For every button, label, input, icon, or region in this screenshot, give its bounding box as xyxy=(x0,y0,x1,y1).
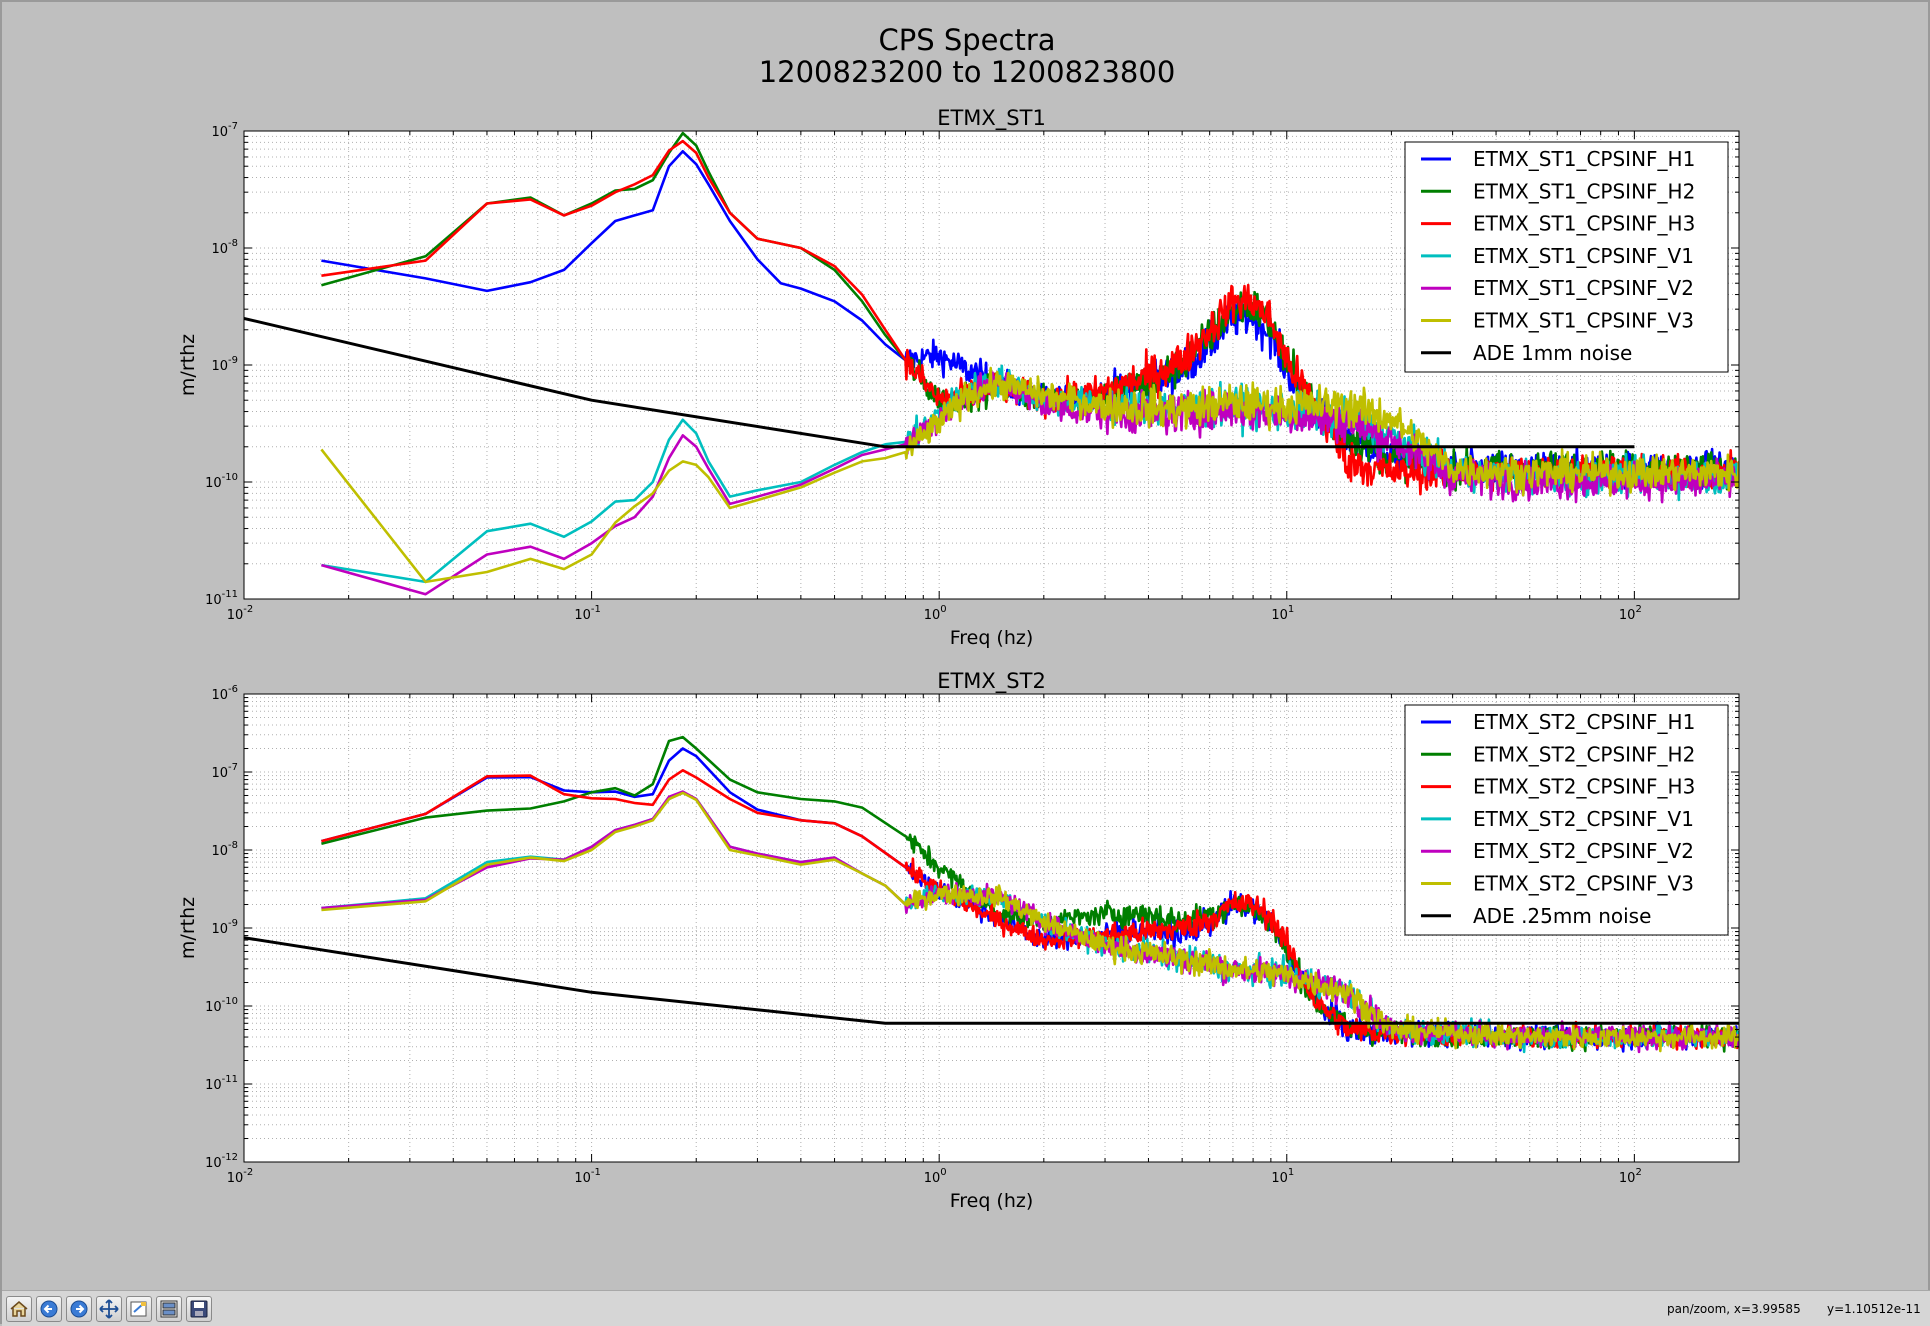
arrow-right-icon xyxy=(70,1300,88,1318)
legend-label: ETMX_ST2_CPSINF_H3 xyxy=(1473,775,1695,799)
axis-ticks xyxy=(243,694,1740,1163)
x-axis-label: Freq (hz) xyxy=(950,627,1034,649)
y-tick-label: 10-9 xyxy=(211,918,238,937)
x-tick-label: 10-1 xyxy=(574,604,601,623)
pan-button[interactable] xyxy=(96,1296,122,1322)
y-axis-label: m/rthz xyxy=(177,897,199,959)
subplot-title: ETMX_ST1 xyxy=(937,106,1046,131)
series-line-ade-1mm-noise xyxy=(244,316,1635,449)
y-tick-label: 10-8 xyxy=(211,238,238,257)
legend[interactable]: ETMX_ST1_CPSINF_H1 ETMX_ST1_CPSINF_H2 ETMX… xyxy=(1404,141,1729,373)
legend-box xyxy=(1404,704,1729,936)
legend-box xyxy=(1404,141,1729,373)
axis-ticks xyxy=(243,131,1740,600)
legend-label: ETMX_ST1_CPSINF_H2 xyxy=(1473,179,1695,203)
legend-label: ETMX_ST2_CPSINF_V2 xyxy=(1473,839,1694,863)
legend-label: ETMX_ST2_CPSINF_H2 xyxy=(1473,742,1695,766)
y-tick-label: 10-10 xyxy=(205,472,238,491)
status-mode-text: pan/zoom, x=3.99585 xyxy=(1667,1302,1801,1316)
x-tick-label: 102 xyxy=(1619,1167,1642,1186)
x-tick-label: 100 xyxy=(924,1167,947,1186)
save-button[interactable] xyxy=(186,1296,212,1322)
series-lines xyxy=(244,131,1739,596)
legend-label: ETMX_ST1_CPSINF_H3 xyxy=(1473,212,1695,236)
status-y-text: y=1.10512e-11 xyxy=(1827,1302,1921,1316)
y-axis-label: m/rthz xyxy=(177,334,199,396)
y-tick-label: 10-6 xyxy=(211,684,238,703)
y-tick-label: 10-10 xyxy=(205,996,238,1015)
zoom-rect-icon xyxy=(130,1301,147,1317)
subplots-button[interactable] xyxy=(156,1296,182,1322)
x-tick-label: 10-1 xyxy=(574,1167,601,1186)
series-line-etmx-st2-cpsinf-v3 xyxy=(321,791,1739,1053)
y-tick-label: 10-12 xyxy=(205,1152,238,1171)
back-button[interactable] xyxy=(36,1296,62,1322)
move-icon xyxy=(99,1299,119,1319)
zoom-button[interactable] xyxy=(126,1296,152,1322)
y-tick-label: 10-8 xyxy=(211,840,238,859)
series-line-ade-25mm-noise xyxy=(244,936,1739,1025)
arrow-left-icon xyxy=(40,1300,58,1318)
legend-label: ADE .25mm noise xyxy=(1473,904,1651,928)
figure-title: CPS Spectra xyxy=(878,23,1055,57)
figure-canvas: CPS Spectra 1200823200 to 1200823800 10-… xyxy=(177,23,1740,1212)
x-tick-label: 101 xyxy=(1271,1167,1294,1186)
legend-label: ETMX_ST2_CPSINF_H1 xyxy=(1473,710,1695,734)
y-tick-label: 10-7 xyxy=(211,762,238,781)
x-tick-label: 102 xyxy=(1619,604,1642,623)
legend[interactable]: ETMX_ST2_CPSINF_H1 ETMX_ST2_CPSINF_H2 ETMX… xyxy=(1404,704,1729,936)
subplot-etmx-st2[interactable]: 10-2 10-1 100 101 102 10-12 10-11 10-10 10-9 10-8… xyxy=(177,669,1740,1212)
y-tick-label: 10-11 xyxy=(205,1074,238,1093)
x-tick-label: 10-2 xyxy=(227,1167,254,1186)
legend-label: ETMX_ST1_CPSINF_V3 xyxy=(1473,309,1694,333)
x-axis-label: Freq (hz) xyxy=(950,1190,1034,1212)
legend-label: ETMX_ST1_CPSINF_V2 xyxy=(1473,276,1694,300)
series-lines xyxy=(244,735,1739,1054)
home-icon xyxy=(10,1301,28,1317)
x-tick-label: 101 xyxy=(1271,604,1294,623)
subplot-title: ETMX_ST2 xyxy=(937,669,1046,694)
y-tick-label: 10-7 xyxy=(211,121,238,140)
subplots-icon xyxy=(160,1300,178,1318)
figure-subtitle: 1200823200 to 1200823800 xyxy=(759,55,1176,89)
legend-label: ADE 1mm noise xyxy=(1473,341,1632,365)
legend-label: ETMX_ST2_CPSINF_V3 xyxy=(1473,872,1694,896)
x-tick-label: 10-2 xyxy=(227,604,254,623)
series-line-etmx-st2-cpsinf-h3 xyxy=(321,769,1739,1051)
subplot-etmx-st1[interactable]: 10-2 10-1 100 101 102 10-11 10-10 10-9 10-8 10-7 E… xyxy=(177,106,1740,649)
y-tick-label: 10-9 xyxy=(211,355,238,374)
legend-label: ETMX_ST1_CPSINF_V1 xyxy=(1473,244,1694,268)
x-tick-label: 100 xyxy=(924,604,947,623)
home-button[interactable] xyxy=(6,1296,32,1322)
legend-label: ETMX_ST1_CPSINF_H1 xyxy=(1473,147,1695,171)
legend-label: ETMX_ST2_CPSINF_V1 xyxy=(1473,807,1694,831)
y-tick-label: 10-11 xyxy=(205,589,238,608)
forward-button[interactable] xyxy=(66,1296,92,1322)
navigation-toolbar: pan/zoom, x=3.99585 y=1.10512e-11 xyxy=(2,1290,1930,1326)
save-icon xyxy=(190,1300,208,1318)
series-line-etmx-st1-cpsinf-v3 xyxy=(320,366,1739,584)
